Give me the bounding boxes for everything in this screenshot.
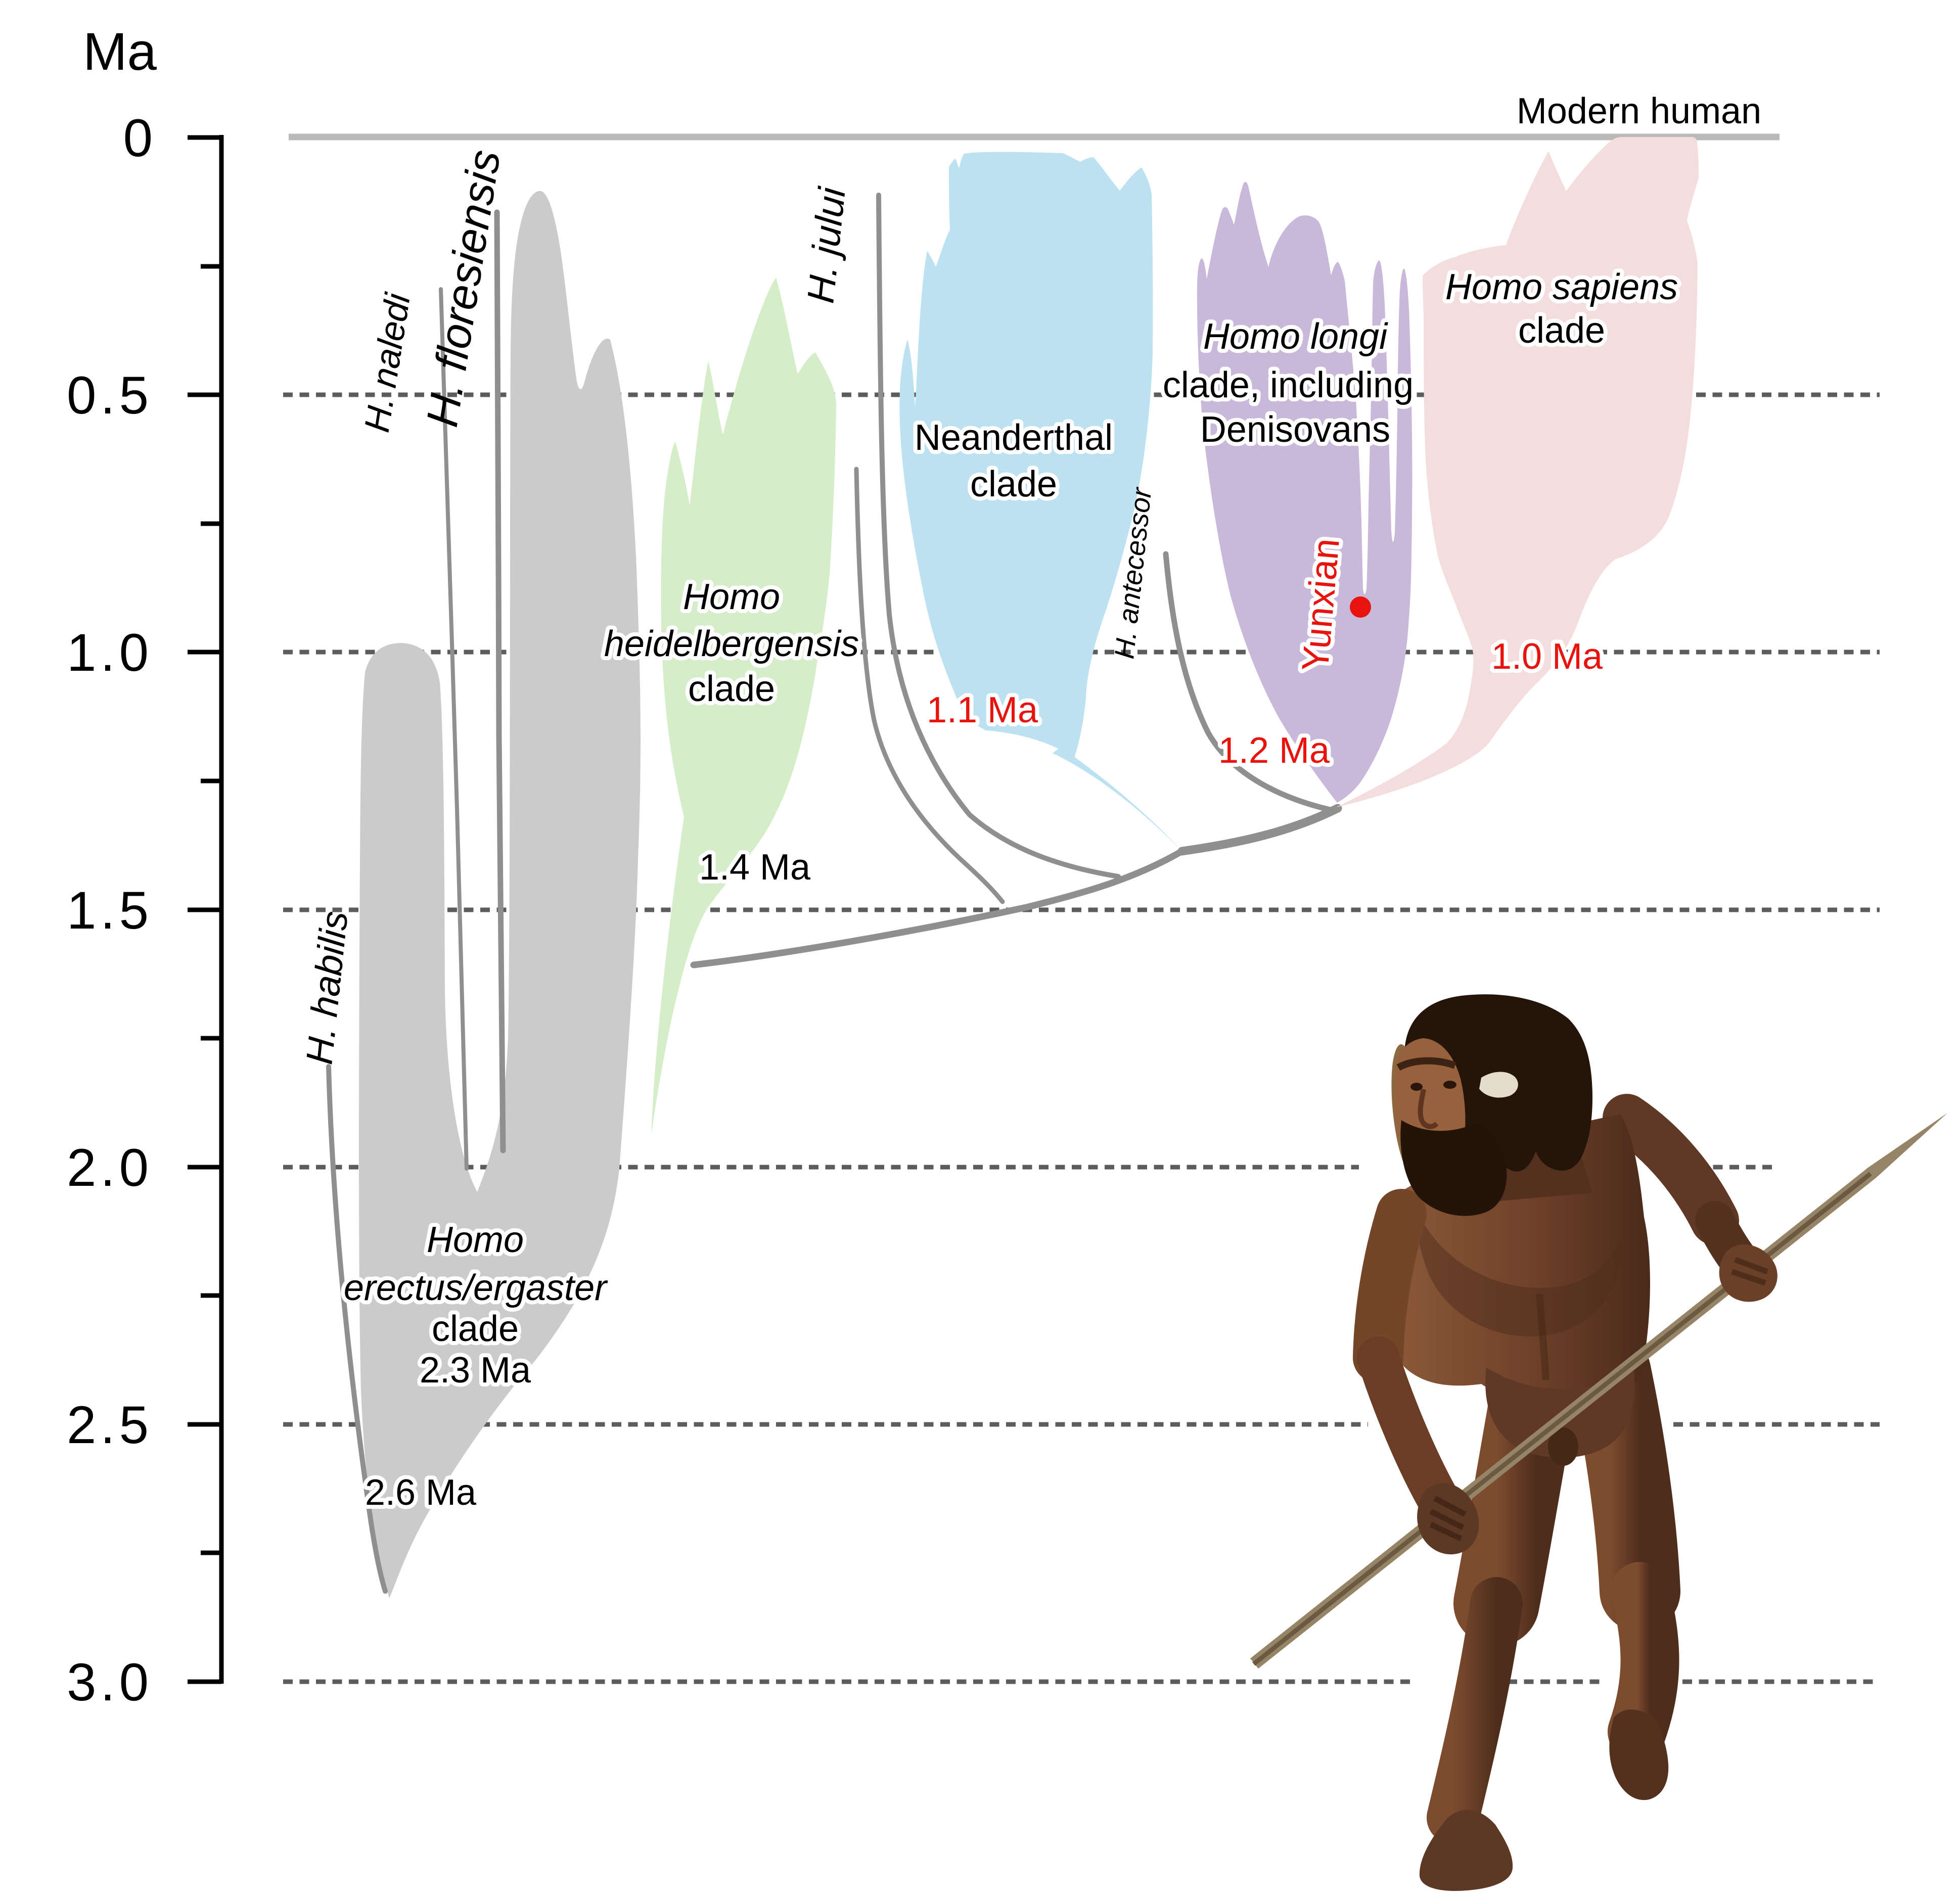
svg-text:0: 0 (123, 109, 153, 168)
svg-text:Modern human: Modern human (1517, 91, 1761, 131)
svg-text:0.5: 0.5 (67, 366, 153, 425)
svg-text:Homo: Homo (683, 577, 780, 617)
svg-text:Denisovans: Denisovans (1200, 409, 1390, 450)
svg-text:2.0: 2.0 (67, 1138, 153, 1197)
svg-text:clade: clade (1518, 310, 1605, 351)
svg-text:Ma: Ma (83, 22, 157, 81)
svg-text:1.4 Ma: 1.4 Ma (699, 847, 811, 888)
svg-text:2.6 Ma: 2.6 Ma (365, 1472, 477, 1513)
svg-text:2.5: 2.5 (67, 1396, 153, 1455)
svg-text:heidelbergensis: heidelbergensis (604, 624, 859, 664)
svg-text:1.0 Ma: 1.0 Ma (1491, 636, 1603, 677)
svg-text:2.3 Ma: 2.3 Ma (420, 1350, 531, 1391)
svg-text:clade, including: clade, including (1163, 365, 1414, 405)
svg-text:Homo longi: Homo longi (1203, 316, 1388, 357)
svg-text:clade: clade (688, 669, 775, 709)
svg-text:Homo sapiens: Homo sapiens (1445, 267, 1678, 307)
svg-text:1.1 Ma: 1.1 Ma (927, 690, 1038, 730)
svg-text:clade: clade (970, 464, 1057, 504)
svg-text:Homo: Homo (427, 1220, 524, 1260)
svg-text:Neanderthal: Neanderthal (915, 418, 1113, 458)
svg-text:clade: clade (432, 1309, 519, 1349)
svg-text:1.0: 1.0 (67, 623, 153, 682)
svg-text:1.5: 1.5 (67, 881, 153, 940)
svg-text:3.0: 3.0 (67, 1653, 153, 1712)
svg-text:erectus/ergaster: erectus/ergaster (344, 1268, 608, 1308)
svg-text:1.2 Ma: 1.2 Ma (1218, 730, 1330, 771)
